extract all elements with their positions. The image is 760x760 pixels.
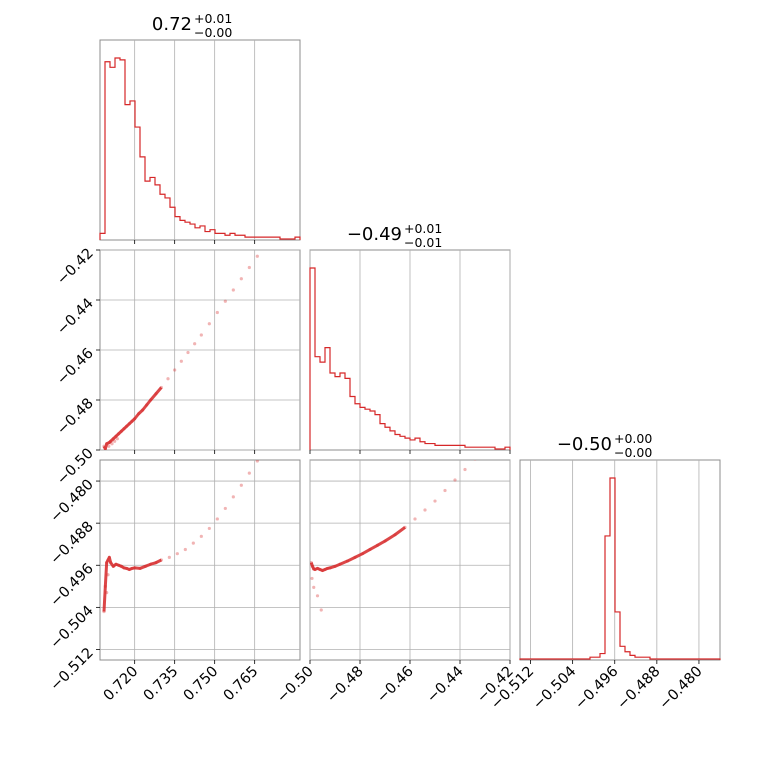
scatter-p1-p0-point-22 [179, 359, 183, 363]
title-0: 0.72 +0.01−0.00 [152, 11, 232, 40]
scatter-p1-p0-gridlines [100, 249, 300, 451]
title-1-upper: +0.01 [404, 221, 442, 236]
scatter-p2-p0-point-30 [247, 471, 251, 475]
scatter-p1-p0-point-34 [107, 444, 111, 448]
scatter-p2-p0-gridlines [100, 460, 300, 660]
scatter-p2-p0-point-24 [199, 534, 203, 538]
title-1: −0.49 +0.01−0.01 [347, 221, 442, 250]
scatter-p1-p0-point-33 [262, 246, 265, 249]
title-0-upper: +0.01 [194, 11, 232, 26]
xaxis-1: −0.50 −0.48 −0.46 −0.44 −0.42 [274, 660, 517, 706]
hist-2-steps [519, 477, 721, 660]
title-1-lower: −0.01 [404, 235, 442, 250]
scatter-p2-p0-point-32 [261, 452, 264, 455]
xaxis-2: −0.512−0.504−0.496−0.488−0.480 [488, 660, 706, 713]
scatter-p2-p1-point-32 [310, 576, 314, 581]
tickmarks-0 [134, 240, 256, 244]
title-2-value: −0.50 [557, 434, 612, 455]
xtick-label-2-4: −0.480 [657, 664, 706, 713]
xtick-label-1-0: −0.50 [274, 664, 317, 707]
scatter-p2-p1-point-21 [423, 508, 427, 512]
tickmarks-1 [309, 450, 511, 454]
scatter-p1-p0-point-28 [223, 299, 227, 303]
xtick-label-1-2: −0.46 [374, 664, 417, 707]
scatter-p1-p0-point-20 [166, 377, 170, 381]
ytick-label-1-3: −0.44 [54, 296, 97, 339]
scatter-p2-p1-point-26 [473, 460, 477, 461]
title-0-value: 0.72 [152, 14, 192, 35]
xtick-label-1-1: −0.48 [324, 664, 367, 707]
ytick-label-2-1: −0.504 [48, 603, 97, 652]
scatter-p2-p1-point-25 [463, 467, 467, 472]
xtick-label-2-3: −0.488 [614, 664, 663, 713]
ytick-label-2-3: −0.488 [48, 519, 97, 568]
ytick-label-1-2: −0.46 [54, 346, 97, 389]
ytick-label-1-4: −0.42 [54, 246, 97, 289]
tickmarks-0 [134, 450, 256, 454]
title-2: −0.50 +0.00−0.00 [557, 431, 653, 460]
scatter-p1-p0-point-27 [215, 310, 219, 315]
xtick-label-0-0: 0.720 [101, 664, 142, 705]
scatter-p2-p1-point-31 [319, 608, 323, 612]
scatter-p1-p0-point-21 [173, 368, 177, 372]
title-2-upper: +0.00 [614, 431, 652, 446]
scatter-p2-p0-density-core [102, 555, 162, 612]
scatter-p1-p0-points [102, 246, 265, 450]
scatter-p2-p1-point-20 [413, 517, 417, 521]
scatter-p2-p1-point-23 [443, 488, 447, 493]
xtick-label-0-2: 0.750 [181, 664, 222, 705]
scatter-p2-p0-frame [99, 459, 301, 661]
xtick-label-2-2: −0.496 [572, 664, 621, 713]
scatter-p2-p0-point-27 [223, 506, 227, 511]
hist-0-frame [99, 39, 301, 241]
scatter-p1-p0-point-36 [113, 439, 117, 443]
scatter-p2-p0-point-26 [215, 517, 219, 521]
scatter-p1-p0-point-24 [193, 342, 197, 346]
scatter-p2-p1-point-24 [453, 478, 457, 482]
yaxis-1: −0.50−0.48−0.46−0.44−0.42 [54, 246, 100, 488]
scatter-p1-p0-point-37 [115, 437, 119, 441]
ytick-label-2-4: −0.480 [48, 477, 97, 526]
scatter-p1-p0-point-23 [186, 350, 190, 355]
scatter-p2-p0-point-28 [231, 495, 235, 499]
scatter-p1-p0-point-35 [110, 442, 114, 446]
ytick-label-2-0: −0.512 [48, 645, 97, 694]
ytick-label-1-1: −0.48 [54, 396, 97, 439]
scatter-p2-p1-points [310, 460, 477, 612]
title-2-lower: −0.00 [614, 445, 652, 460]
title-0-lower: −0.00 [194, 25, 232, 40]
scatter-p1-p0-point-29 [231, 288, 235, 292]
scatter-p2-p1-density-core [310, 526, 406, 573]
scatter-p2-p1-point-30 [315, 594, 320, 598]
hist-0-gridlines [134, 40, 256, 240]
hist-1-steps [309, 267, 511, 450]
scatter-p2-p0-point-31 [255, 460, 259, 463]
scatter-p2-p0-point-22 [183, 547, 187, 552]
scatter-p2-p1-point-22 [433, 499, 437, 503]
scatter-p2-p0-point-29 [239, 483, 243, 487]
xtick-label-0-3: 0.765 [221, 664, 262, 705]
scatter-p2-p0-points [102, 452, 264, 614]
xtick-label-1-3: −0.44 [424, 664, 467, 707]
scatter-p2-p0-point-23 [191, 541, 195, 545]
scatter-p1-p0-point-26 [207, 322, 211, 326]
hist-0-steps [99, 57, 301, 240]
scatter-p2-p1-gridlines [309, 460, 511, 660]
yaxis-2: −0.512−0.504−0.496−0.488−0.480 [48, 477, 100, 694]
scatter-p2-p1-point-29 [312, 585, 316, 589]
scatter-p2-p0-point-21 [175, 552, 179, 556]
scatter-p1-p0-point-30 [239, 277, 243, 281]
ytick-label-2-2: −0.496 [48, 561, 97, 610]
scatter-p2-p0-point-20 [167, 555, 171, 559]
xtick-label-0-1: 0.735 [141, 664, 182, 705]
scatter-p1-p0-point-31 [247, 265, 251, 270]
xtick-label-2-1: −0.504 [530, 664, 579, 713]
xaxis-0: 0.720 0.735 0.750 0.765 [101, 660, 262, 705]
scatter-p1-p0-point-32 [255, 254, 259, 258]
scatter-p2-p0-point-25 [207, 526, 211, 531]
scatter-p1-p0-point-25 [199, 333, 203, 337]
title-1-value: −0.49 [347, 224, 402, 245]
scatter-p1-p0-density-core [102, 386, 163, 450]
